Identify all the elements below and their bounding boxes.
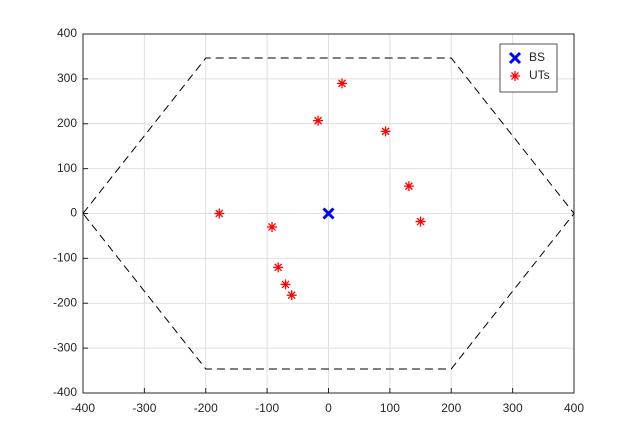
- y-tick-label: 400: [57, 26, 77, 40]
- x-tick-label: 400: [564, 401, 584, 415]
- x-tick-label: 0: [325, 401, 332, 415]
- x-tick-label: -400: [71, 401, 95, 415]
- asterisk-marker: [380, 126, 391, 137]
- y-tick-label: -200: [53, 295, 77, 309]
- asterisk-marker: [280, 279, 291, 290]
- x-tick-label: 300: [503, 401, 523, 415]
- x-tick-label: 100: [380, 401, 400, 415]
- x-marker: [508, 51, 522, 65]
- asterisk-marker: [273, 262, 284, 273]
- y-tick-label: 300: [57, 71, 77, 85]
- x-tick-label: -300: [132, 401, 156, 415]
- asterisk-marker: [286, 290, 297, 301]
- legend-box: [499, 43, 558, 93]
- y-tick-label: 100: [57, 161, 77, 175]
- y-tick-label: 200: [57, 116, 77, 130]
- x-tick-label: 200: [441, 401, 461, 415]
- legend: BS UTs: [499, 43, 558, 93]
- x-tick-label: -100: [255, 401, 279, 415]
- asterisk-marker: [415, 216, 426, 227]
- asterisk-marker: [337, 78, 348, 89]
- x-marker: [322, 207, 335, 220]
- y-tick-label: -300: [53, 340, 77, 354]
- x-tick-label: -200: [194, 401, 218, 415]
- asterisk-marker: [214, 208, 225, 219]
- y-tick-label: -100: [53, 251, 77, 265]
- legend-label: UTs: [529, 68, 550, 82]
- line: [82, 57, 575, 370]
- asterisk-marker: [313, 115, 324, 126]
- asterisk-marker: [403, 181, 414, 192]
- asterisk-marker: [510, 71, 520, 81]
- y-tick-label: -400: [53, 385, 77, 399]
- legend-label: BS: [529, 50, 545, 64]
- asterisk-marker: [267, 221, 278, 232]
- y-tick-label: 0: [70, 206, 77, 220]
